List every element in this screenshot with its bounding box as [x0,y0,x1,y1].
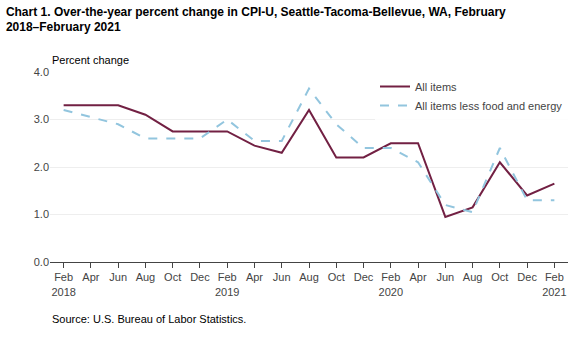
svg-text:Percent change: Percent change [52,54,129,66]
svg-text:Dec: Dec [190,271,210,283]
svg-text:Feb2019: Feb2019 [215,271,239,297]
svg-text:Aug: Aug [136,271,156,283]
svg-text:2.0: 2.0 [34,161,49,173]
svg-text:Jun: Jun [273,271,291,283]
svg-text:Feb2020: Feb2020 [379,271,403,297]
svg-text:Feb2021: Feb2021 [542,271,566,297]
svg-text:Aug: Aug [463,271,483,283]
svg-text:Oct: Oct [491,271,508,283]
svg-text:Oct: Oct [328,271,345,283]
svg-text:All items less food and energy: All items less food and energy [415,100,562,112]
svg-text:Apr: Apr [246,271,263,283]
svg-text:Source: U.S. Bureau of Labor S: Source: U.S. Bureau of Labor Statistics. [52,313,246,325]
svg-text:0.0: 0.0 [34,256,49,268]
svg-text:3.0: 3.0 [34,113,49,125]
svg-text:Oct: Oct [164,271,181,283]
svg-text:Jun: Jun [109,271,127,283]
svg-text:Apr: Apr [82,271,99,283]
svg-text:Chart 1. Over-the-year percent: Chart 1. Over-the-year percent change in… [6,5,506,35]
svg-text:All items: All items [415,81,457,93]
svg-text:Dec: Dec [517,271,537,283]
svg-text:1.0: 1.0 [34,208,49,220]
svg-text:Dec: Dec [354,271,374,283]
svg-text:Feb2018: Feb2018 [51,271,75,297]
svg-text:Apr: Apr [409,271,426,283]
svg-text:Jun: Jun [436,271,454,283]
svg-text:Aug: Aug [299,271,319,283]
svg-text:4.0: 4.0 [34,66,49,78]
